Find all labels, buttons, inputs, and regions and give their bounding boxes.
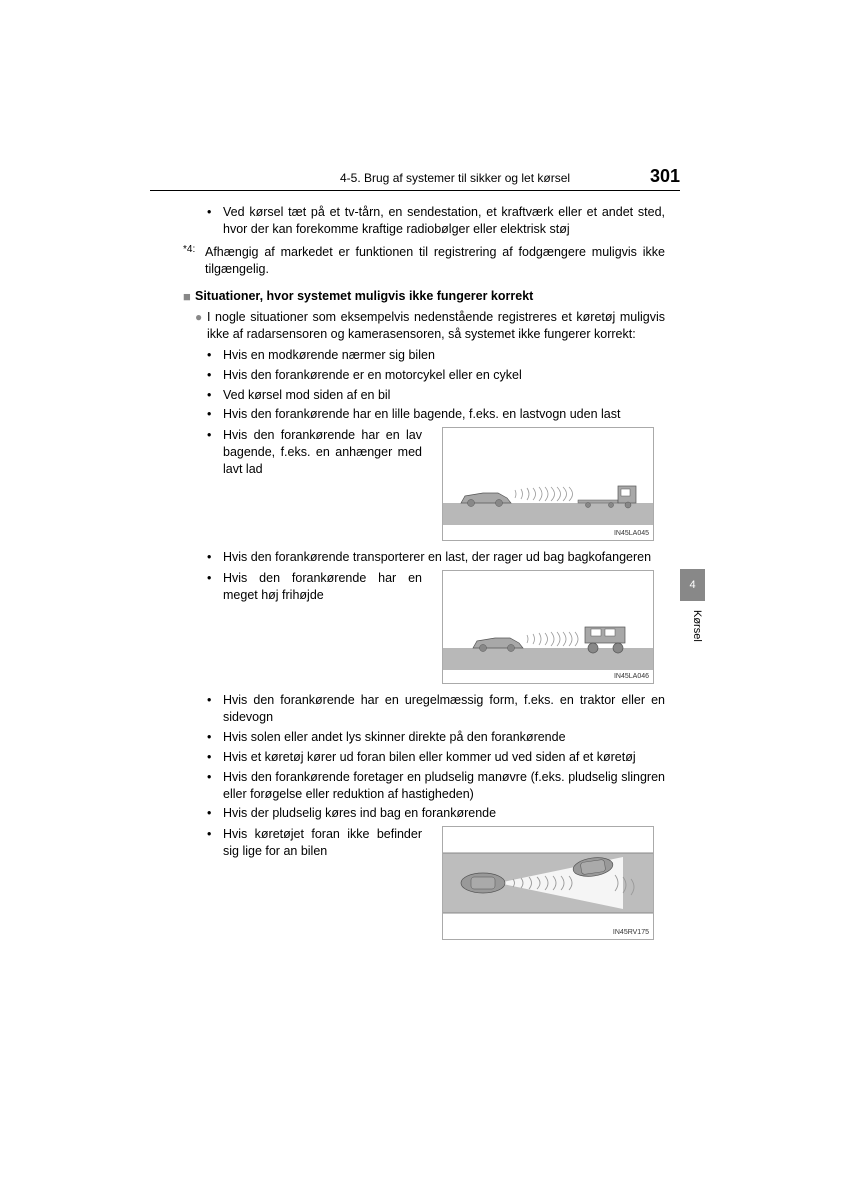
intro-text: ●I nogle situationer som eksempelvis ned… bbox=[195, 309, 665, 343]
figure-row: •Hvis den forankørende har en meget høj … bbox=[207, 570, 665, 684]
content: •Ved kørsel tæt på et tv-tårn, en sendes… bbox=[195, 204, 665, 948]
subheading: ■Situationer, hvor systemet muligvis ikk… bbox=[183, 288, 665, 306]
figure-low-trailer: IN45LA045 bbox=[442, 427, 654, 541]
bullet-item: •Hvis den forankørende transporterer en … bbox=[207, 549, 665, 566]
bullet-item: •Hvis køretøjet foran ikke befinder sig … bbox=[207, 826, 422, 860]
side-tab-label: Kørsel bbox=[691, 610, 703, 642]
bullet-item: •Hvis den forankørende har en meget høj … bbox=[207, 570, 422, 604]
header-rule bbox=[150, 190, 680, 191]
section-header: 4-5. Brug af systemer til sikker og let … bbox=[340, 171, 570, 185]
figure-high-clearance: IN45LA046 bbox=[442, 570, 654, 684]
bullet-item: •Hvis den forankørende har en lav bagend… bbox=[207, 427, 422, 478]
bullet-item: •Hvis den forankørende foretager en plud… bbox=[207, 769, 665, 803]
figure-row: •Hvis køretøjet foran ikke befinder sig … bbox=[207, 826, 665, 940]
bullet-item: •Hvis den forankørende har en lille bage… bbox=[207, 406, 665, 423]
figure-label: IN45LA046 bbox=[614, 672, 649, 681]
page: 4-5. Brug af systemer til sikker og let … bbox=[0, 0, 848, 1200]
bullet-item: •Hvis den forankørende er en motorcykel … bbox=[207, 367, 665, 384]
bullet-item: •Hvis en modkørende nærmer sig bilen bbox=[207, 347, 665, 364]
figure-row: •Hvis den forankørende har en lav bagend… bbox=[207, 427, 665, 541]
bullet-item: •Hvis der pludselig køres ind bag en for… bbox=[207, 805, 665, 822]
bullet-item: •Hvis et køretøj kører ud foran bilen el… bbox=[207, 749, 665, 766]
figure-offset-vehicle: IN45RV175 bbox=[442, 826, 654, 940]
figure-label: IN45LA045 bbox=[614, 529, 649, 538]
bullet-item: •Hvis solen eller andet lys skinner dire… bbox=[207, 729, 665, 746]
page-number: 301 bbox=[650, 166, 680, 187]
bullet-item: •Ved kørsel mod siden af en bil bbox=[207, 387, 665, 404]
bullet-item: •Hvis den forankørende har en uregelmæss… bbox=[207, 692, 665, 726]
side-tab: 4 bbox=[680, 569, 705, 601]
bullet-item: •Ved kørsel tæt på et tv-tårn, en sendes… bbox=[207, 204, 665, 238]
figure-label: IN45RV175 bbox=[613, 928, 649, 937]
footnote: *4: Afhængig af markedet er funktionen t… bbox=[183, 244, 665, 278]
